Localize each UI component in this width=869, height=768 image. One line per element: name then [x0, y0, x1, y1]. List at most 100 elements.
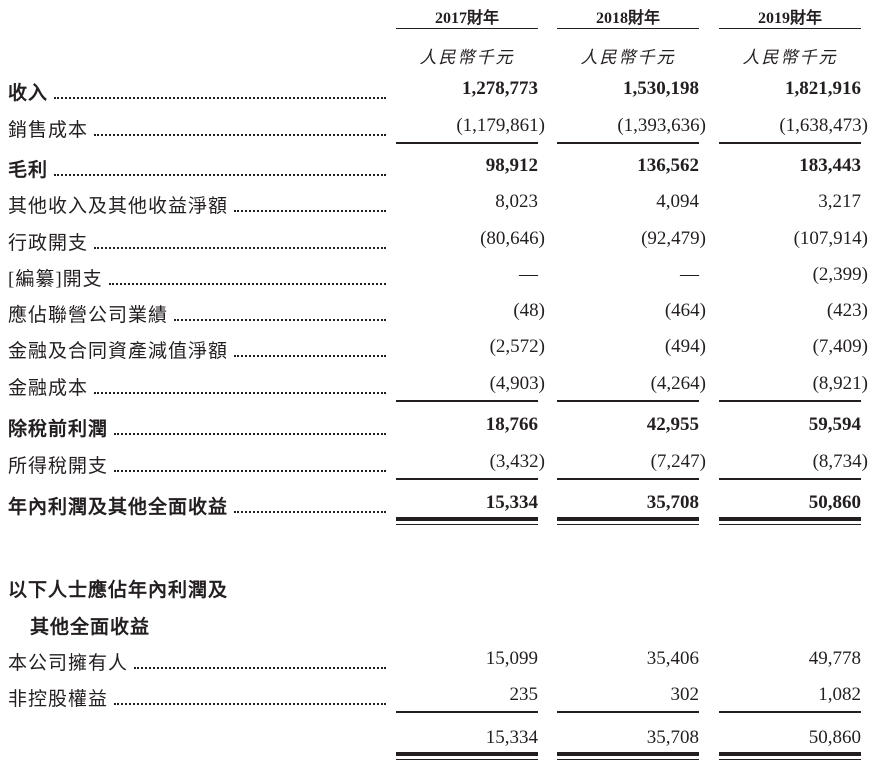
row-label-text: 金融及合同資產減值淨額 — [8, 341, 229, 362]
row-label-text: 收入 — [8, 83, 49, 104]
row-label-text: 毛利 — [8, 160, 49, 181]
cell-value: 4,094 — [656, 191, 699, 212]
underline — [396, 478, 538, 480]
dot-leader — [134, 653, 386, 669]
cell-value: (3,432) — [489, 451, 545, 472]
double-underline — [719, 517, 861, 525]
cell-value: (2,572) — [489, 336, 545, 357]
table-row: 金融成本 (4,903) (4,264) (8,921) — [0, 373, 869, 403]
cell-value: (92,479) — [641, 228, 706, 249]
row-label-text: [編纂]開支 — [8, 269, 103, 290]
dot-leader — [174, 305, 386, 321]
underline — [557, 478, 699, 480]
dot-leader — [94, 233, 386, 249]
underline — [396, 142, 538, 144]
cell-value: — — [680, 264, 699, 285]
cell-value: (7,247) — [650, 451, 706, 472]
row-label: 金融成本 — [8, 373, 386, 400]
cell-value: (1,638,473) — [779, 115, 868, 136]
cell-value: 50,860 — [808, 492, 861, 513]
row-label-text: 其他收入及其他收益淨額 — [8, 196, 229, 217]
table-row: 毛利 98,912 136,562 183,443 — [0, 155, 869, 185]
row-label-text: 年內利潤及其他全面收益 — [8, 497, 229, 518]
table-row: 金融及合同資產減值淨額 (2,572) (494) (7,409) — [0, 336, 869, 366]
row-label: 所得稅開支 — [8, 451, 386, 478]
dot-leader — [234, 196, 386, 212]
cell-value: 35,708 — [646, 727, 699, 748]
row-label: 金融及合同資產減值淨額 — [8, 336, 386, 363]
cell-value: 15,334 — [485, 492, 538, 513]
cell-value: 98,912 — [485, 155, 538, 176]
row-label: [編纂]開支 — [8, 264, 386, 291]
table-row: 應佔聯營公司業績 (48) (464) (423) — [0, 300, 869, 330]
cell-value: 42,955 — [646, 414, 699, 435]
column-unit: 人民幣千元 — [742, 48, 838, 67]
underline — [719, 400, 861, 402]
row-label: 非控股權益 — [8, 684, 386, 711]
cell-value: (4,264) — [650, 373, 706, 394]
cell-value: (1,393,636) — [617, 115, 706, 136]
dot-leader — [54, 83, 386, 99]
table-row: [編纂]開支 — — (2,399) — [0, 264, 869, 294]
cell-value: 15,334 — [485, 727, 538, 748]
cell-value: 1,082 — [818, 684, 861, 705]
table-row: 本公司擁有人 15,099 35,406 49,778 — [0, 648, 869, 678]
table-row: 年內利潤及其他全面收益 15,334 35,708 50,860 — [0, 492, 869, 522]
cell-value: 50,860 — [808, 727, 861, 748]
row-label: 收入 — [8, 78, 386, 105]
dot-leader — [108, 269, 386, 285]
underline — [719, 142, 861, 144]
dot-leader — [94, 378, 386, 394]
cell-value: — — [519, 264, 538, 285]
cell-value: (107,914) — [793, 228, 868, 249]
double-underline — [719, 752, 861, 760]
double-underline — [557, 517, 699, 525]
row-label-text: 非控股權益 — [8, 689, 109, 710]
dot-leader — [54, 160, 386, 176]
cell-value: 235 — [509, 684, 539, 705]
cell-value: 8,023 — [495, 191, 538, 212]
table-row: 銷售成本 (1,179,861) (1,393,636) (1,638,473) — [0, 115, 869, 145]
row-label-text: 所得稅開支 — [8, 456, 109, 477]
row-label-text: 行政開支 — [8, 233, 89, 254]
cell-value: (8,734) — [812, 451, 868, 472]
table-row: 其他收入及其他收益淨額 8,023 4,094 3,217 — [0, 191, 869, 221]
table-row: 行政開支 (80,646) (92,479) (107,914) — [0, 228, 869, 258]
row-label-text: 金融成本 — [8, 378, 89, 399]
row-label: 年內利潤及其他全面收益 — [8, 492, 386, 519]
cell-value: 59,594 — [808, 414, 861, 435]
cell-value: (2,399) — [812, 264, 868, 285]
cell-value: 15,099 — [485, 648, 538, 669]
cell-value: 1,821,916 — [785, 78, 861, 99]
table-row: 所得稅開支 (3,432) (7,247) (8,734) — [0, 451, 869, 481]
cell-value: 3,217 — [818, 191, 861, 212]
cell-value: (80,646) — [480, 228, 545, 249]
row-label: 銷售成本 — [8, 115, 386, 142]
table-row: 15,334 35,708 50,860 — [0, 727, 869, 757]
cell-value: (423) — [826, 300, 868, 321]
underline — [557, 400, 699, 402]
row-label-text: 除稅前利潤 — [8, 419, 109, 440]
table-row: 非控股權益 235 302 1,082 — [0, 684, 869, 714]
column-header-year: 2019財年 — [719, 4, 861, 29]
attribution-heading-line2: 其他全面收益 — [30, 617, 151, 638]
cell-value: 183,443 — [799, 155, 861, 176]
double-underline — [557, 752, 699, 760]
attribution-heading: 其他全面收益 — [0, 612, 869, 642]
cell-value: (8,921) — [812, 373, 868, 394]
underline — [396, 711, 538, 713]
double-underline — [396, 752, 538, 760]
dot-leader — [114, 456, 386, 472]
cell-value: (4,903) — [489, 373, 545, 394]
underline — [396, 400, 538, 402]
cell-value: 1,278,773 — [462, 78, 538, 99]
cell-value: 35,406 — [646, 648, 699, 669]
dot-leader — [114, 419, 386, 435]
table-row: 除稅前利潤 18,766 42,955 59,594 — [0, 414, 869, 444]
cell-value: (48) — [513, 300, 545, 321]
row-label: 行政開支 — [8, 228, 386, 255]
cell-value: 136,562 — [637, 155, 699, 176]
column-unit: 人民幣千元 — [419, 48, 515, 67]
cell-value: 49,778 — [808, 648, 861, 669]
row-label: 應佔聯營公司業績 — [8, 300, 386, 327]
